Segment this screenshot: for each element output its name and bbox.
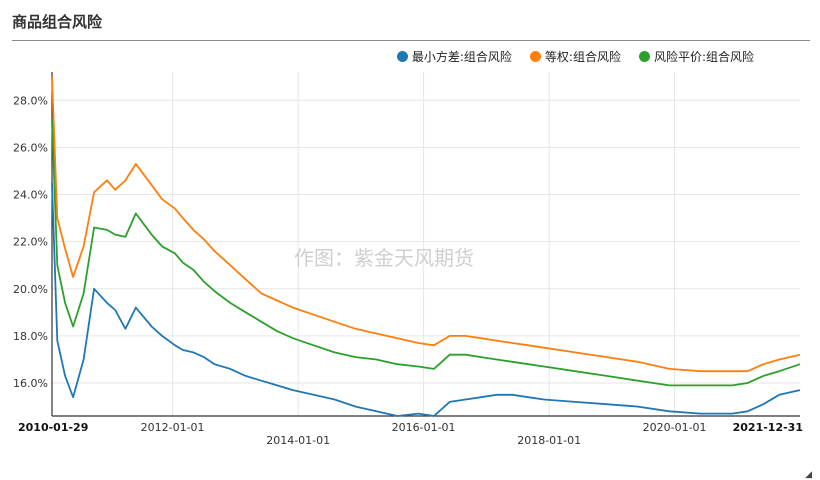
x-tick-label: 2016-01-01 (392, 421, 456, 434)
y-tick-label: 24.0% (13, 189, 48, 202)
watermark-text: 作图：紫金天风期货 (294, 246, 474, 270)
y-tick-label: 28.0% (13, 94, 48, 107)
resize-corner-icon: ◢ (805, 470, 812, 480)
title-divider (12, 40, 810, 41)
axes (51, 72, 800, 417)
x-tick-label: 2020-01-01 (643, 421, 707, 434)
chart-legend: 最小方差:组合风险 等权:组合风险 风险平价:组合风险 (396, 48, 754, 65)
legend-label-risk-parity: 风险平价:组合风险 (653, 50, 754, 64)
page-title: 商品组合风险 (12, 13, 103, 31)
y-tick-label: 22.0% (13, 236, 48, 249)
x-tick-label: 2010-01-29 (18, 421, 88, 434)
y-tick-label: 16.0% (13, 377, 48, 390)
series-lines (51, 76, 801, 417)
legend-item-min-variance[interactable]: 最小方差:组合风险 (396, 48, 512, 65)
series-line-0 (51, 182, 801, 417)
x-tick-label: 2021-12-31 (733, 421, 803, 434)
legend-marker-risk-parity (638, 51, 650, 62)
legend-item-equal-weight[interactable]: 等权:组合风险 (529, 48, 621, 65)
series-line-1 (51, 76, 801, 373)
x-tick-labels: 2010-01-29 2012-01-01 2014-01-01 2016-01-01… (18, 421, 803, 447)
x-tick-label: 2018-01-01 (517, 434, 581, 447)
legend-item-risk-parity[interactable]: 风险平价:组合风险 (638, 48, 754, 65)
x-tick-label: 2012-01-01 (141, 421, 205, 434)
y-tick-label: 20.0% (13, 283, 48, 296)
x-tick-label: 2014-01-01 (266, 434, 330, 447)
legend-label-min-variance: 最小方差:组合风险 (411, 50, 512, 64)
legend-marker-min-variance (396, 51, 408, 62)
y-tick-labels: 16.0% 18.0% 20.0% 22.0% 24.0% 26.0% 28.0% (13, 94, 48, 390)
y-tick-label: 26.0% (13, 141, 48, 154)
series-line-2 (51, 119, 801, 387)
legend-label-equal-weight: 等权:组合风险 (544, 50, 621, 64)
grid-lines (52, 72, 800, 416)
legend-marker-equal-weight (529, 51, 541, 62)
y-tick-label: 18.0% (13, 330, 48, 343)
